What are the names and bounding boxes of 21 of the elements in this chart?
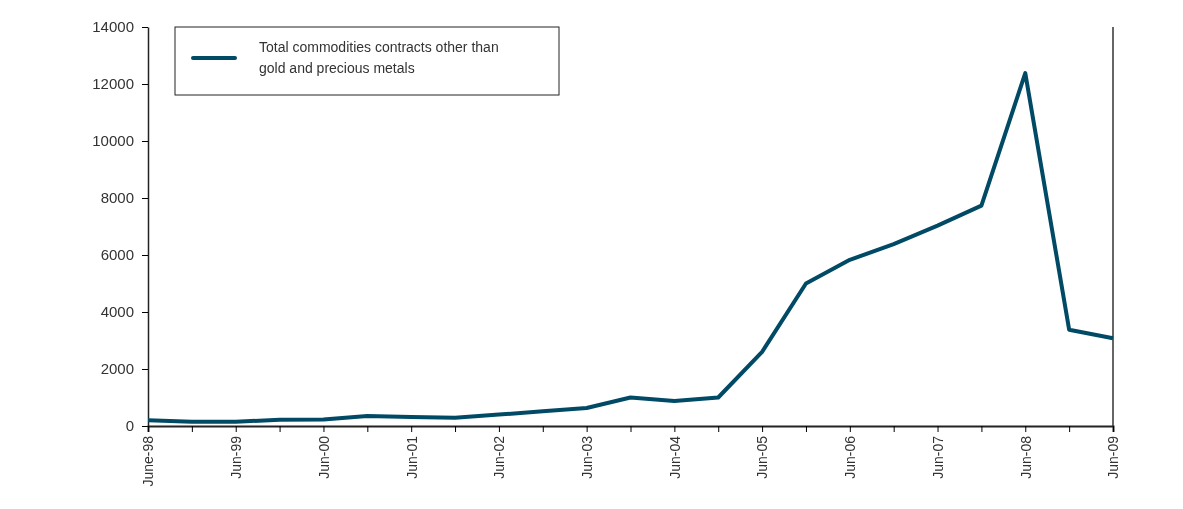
- y-tick-label: 8000: [100, 189, 134, 207]
- x-tick-label: June-98: [140, 435, 157, 487]
- y-tick-label: 4000: [100, 303, 134, 321]
- x-tick-label: Jun-02: [491, 435, 508, 479]
- y-tick-label: 14000: [92, 18, 134, 36]
- x-tick-label: Jun-99: [228, 435, 245, 479]
- x-tick-label: Jun-08: [1017, 435, 1034, 479]
- y-tick-label: 2000: [100, 360, 134, 378]
- y-tick-label: 10000: [92, 132, 134, 150]
- x-tick-label: Jun-05: [754, 435, 771, 479]
- y-tick-label: 0: [125, 417, 134, 435]
- x-tick-label: Jun-09: [1105, 435, 1122, 479]
- legend-label: Total commodities contracts other than gold and precious metals: [259, 39, 499, 76]
- y-tick-label: 12000: [92, 75, 134, 93]
- y-tick-label: 6000: [100, 246, 134, 264]
- x-tick-label: Jun-00: [315, 435, 332, 479]
- x-tick-label: Jun-03: [579, 435, 596, 479]
- x-tick-label: Jun-01: [403, 435, 420, 479]
- x-tick-label: Jun-07: [929, 435, 946, 479]
- x-tick-label: Jun-06: [842, 435, 859, 479]
- x-tick-label: Jun-04: [666, 435, 683, 479]
